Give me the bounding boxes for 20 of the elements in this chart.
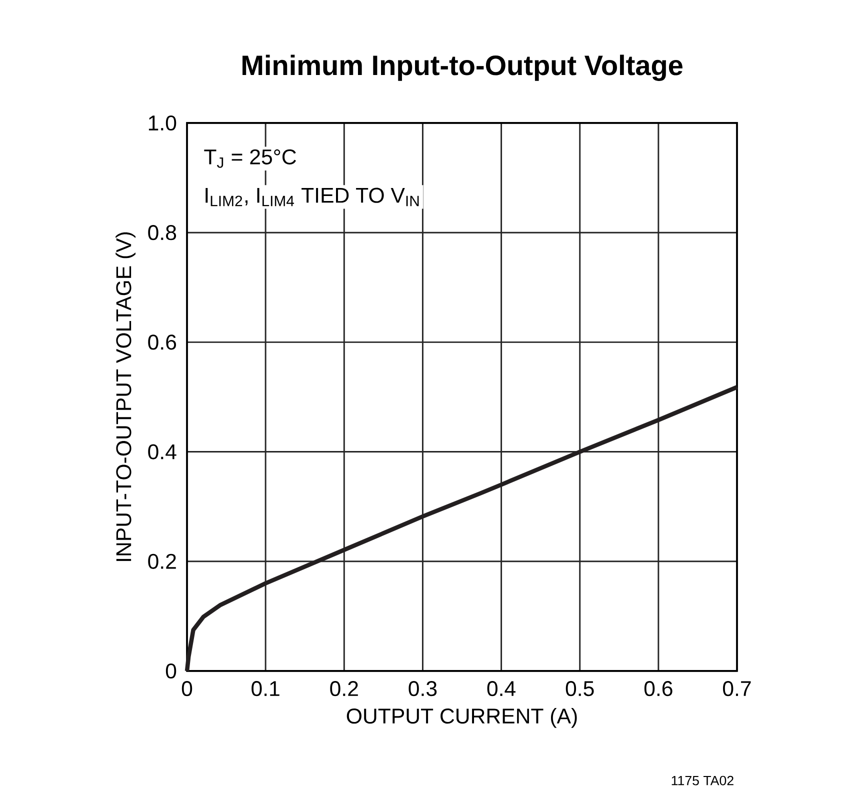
y-tick-label: 0.4: [148, 444, 176, 460]
y-tick-label: 0.2: [148, 554, 176, 569]
y-axis-title: INPUT-TO-OUTPUT VOLTAGE (V): [116, 232, 136, 561]
x-tick-label: 0.4: [487, 681, 516, 696]
x-tick-label: 0.1: [252, 681, 280, 696]
x-tick-label: 0: [182, 681, 192, 696]
annotation: I$_{LIM2}$, I$_{LIM4}$ TIED TO V$_{IN}$: [206, 188, 419, 206]
y-tick-label: 0: [166, 663, 176, 679]
y-tick-label: 0.6: [148, 334, 176, 350]
x-tick-label: 0.5: [566, 681, 594, 696]
x-tick-label: 0.7: [723, 681, 751, 696]
x-tick-label: 0.6: [644, 681, 672, 696]
x-axis-title: OUTPUT CURRENT (A): [346, 708, 577, 728]
x-tick-label: 0.2: [330, 681, 358, 696]
y-tick-label: 1.0: [148, 115, 176, 131]
text: 1175 TA02: [672, 776, 734, 786]
annotation: T$_{J}$ = 25°C: [204, 149, 296, 168]
y-tick-label: 0.8: [148, 225, 176, 240]
chart-title: Minimum Input-to-Output Voltage: [242, 54, 682, 81]
x-tick-label: 0.3: [408, 681, 437, 696]
